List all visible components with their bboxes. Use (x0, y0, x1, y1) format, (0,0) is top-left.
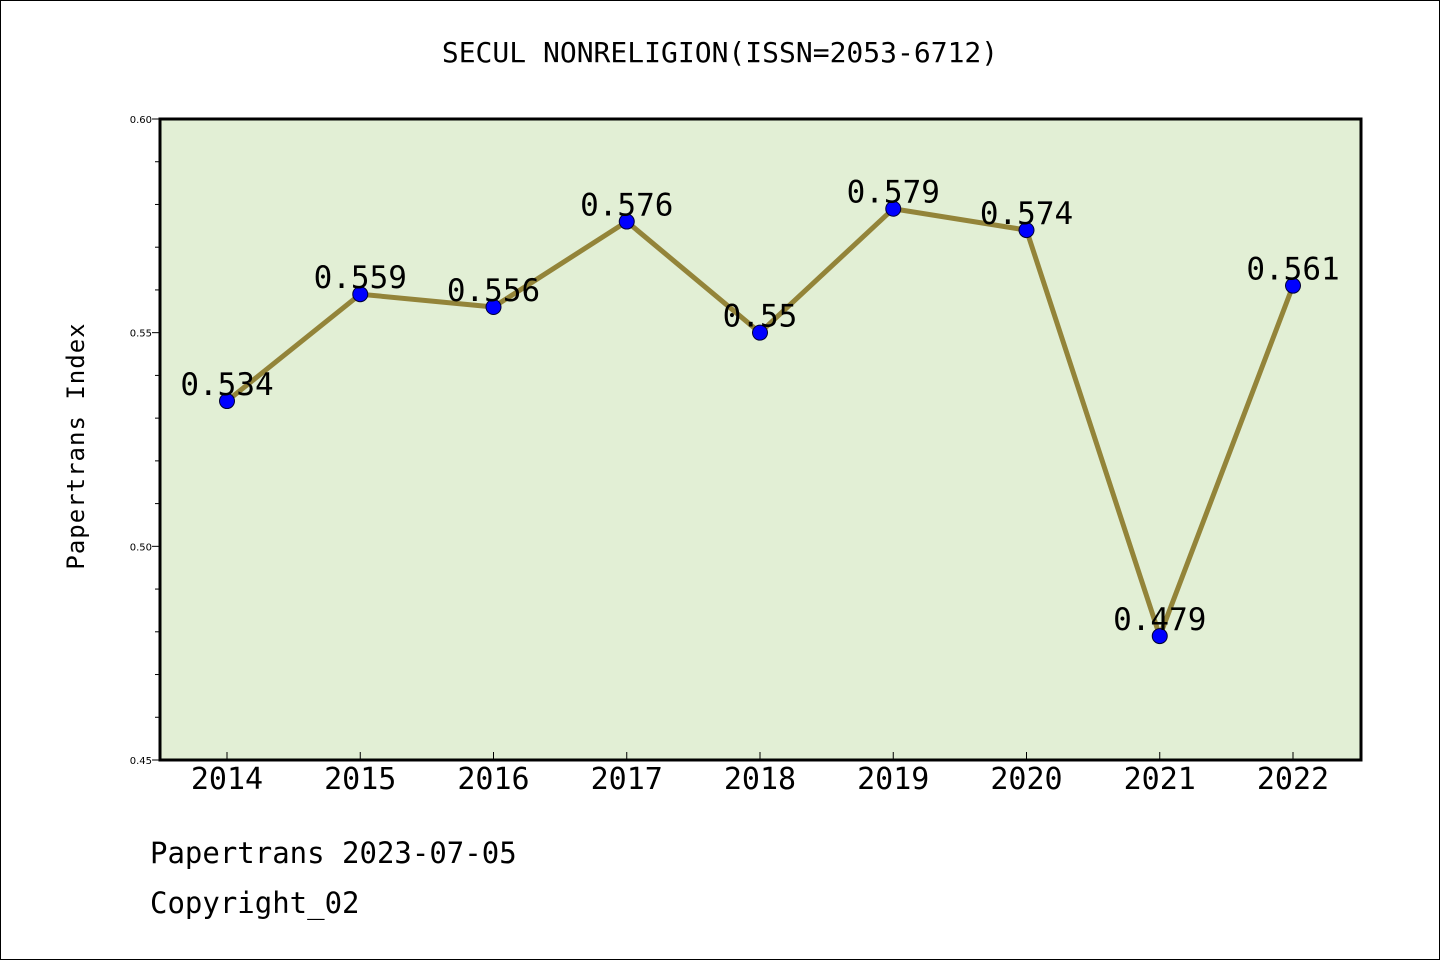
data-point (1018, 222, 1035, 239)
x-tick-label: 2017 (591, 762, 663, 797)
x-tick-label: 2022 (1257, 762, 1329, 797)
data-point (485, 299, 502, 316)
footer-date: Papertrans 2023-07-05 (150, 836, 517, 870)
data-label: 0.55 (723, 299, 798, 335)
y-tick-label: 0.50 (130, 542, 152, 553)
y-tick-label: 0.60 (130, 115, 152, 126)
x-tick-label: 2019 (857, 762, 929, 797)
y-tick-label: 0.45 (130, 756, 152, 767)
series-markers (219, 200, 1301, 645)
data-label: 0.574 (980, 196, 1073, 232)
x-tick-label: 2015 (324, 762, 396, 797)
x-tick-label: 2021 (1124, 762, 1196, 797)
footer-copyright: Copyright_02 (150, 886, 360, 920)
x-tick-label: 2014 (191, 762, 263, 797)
data-label: 0.534 (180, 367, 273, 403)
x-tick-label: 2016 (457, 762, 529, 797)
chart-title: SECUL NONRELIGION(ISSN=2053-6712) (441, 36, 999, 69)
data-point (1285, 277, 1301, 294)
plot-area (158, 117, 1363, 762)
x-tick-label: 2018 (724, 762, 796, 797)
y-axis: 0.45 0.50 0.55 0.60 (130, 115, 160, 767)
data-labels: 0.534 0.559 0.556 0.576 0.55 0.579 0.574 0.479 0… (180, 175, 1339, 638)
data-point (352, 286, 369, 303)
data-label: 0.479 (1113, 602, 1206, 638)
data-point (752, 324, 768, 341)
data-point (885, 200, 902, 217)
data-point (618, 213, 635, 230)
x-tick-label: 2020 (990, 762, 1062, 797)
data-label: 0.559 (314, 260, 407, 296)
y-tick-label: 0.55 (130, 329, 152, 340)
x-axis: 2014 2015 2016 2017 2018 2019 2020 2021 2022 (191, 752, 1329, 797)
data-label: 0.561 (1246, 252, 1339, 288)
data-label: 0.579 (847, 175, 940, 211)
data-label: 0.556 (447, 273, 540, 309)
data-point (1151, 628, 1168, 645)
data-label: 0.576 (580, 188, 673, 224)
data-point (219, 393, 235, 410)
